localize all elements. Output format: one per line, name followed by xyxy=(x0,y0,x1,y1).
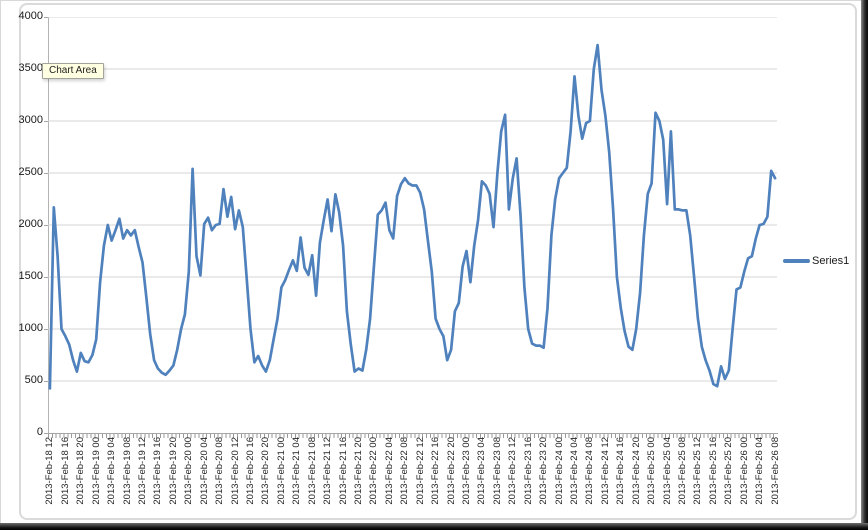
x-axis-label: 2013-Feb-22 08 xyxy=(399,437,411,505)
x-axis-label: 2013-Feb-18 20 xyxy=(75,437,87,505)
x-axis-label: 2013-Feb-24 04 xyxy=(569,437,580,505)
x-axis-label: 2013-Feb-23 04 xyxy=(476,437,488,505)
x-axis-label: 2013-Feb-20 04 xyxy=(198,437,210,505)
y-axis-tick xyxy=(44,173,48,174)
x-axis-label: 2013-Feb-20 12 xyxy=(229,437,241,505)
x-axis-label: 2013-Feb-24 08 xyxy=(584,437,596,505)
y-axis-tick xyxy=(44,329,48,330)
x-axis-label: 2013-Feb-19 08 xyxy=(121,437,133,505)
x-axis-label: 2013-Feb-19 16 xyxy=(152,437,164,505)
x-axis-label: 2013-Feb-21 08 xyxy=(306,437,318,505)
frame-edge-left xyxy=(0,0,1,530)
x-axis-label: 2013-Feb-19 04 xyxy=(106,437,118,505)
y-axis-tick xyxy=(44,121,48,122)
x-axis-label: 2013-Feb-23 00 xyxy=(461,437,472,505)
series-chart-svg xyxy=(48,17,777,390)
y-axis-tick xyxy=(44,277,48,278)
y-axis-label: 2000 xyxy=(18,218,43,230)
y-axis-label: 500 xyxy=(24,374,43,386)
x-axis-label: 2013-Feb-25 12 xyxy=(692,437,704,505)
y-axis-label: 1000 xyxy=(18,322,43,334)
y-axis-label: 3000 xyxy=(18,114,43,126)
x-axis-label: 2013-Feb-23 08 xyxy=(491,437,503,505)
x-axis-label: 2013-Feb-21 20 xyxy=(353,437,364,505)
x-axis-label: 2013-Feb-23 16 xyxy=(522,437,534,505)
y-axis-label: 2500 xyxy=(18,166,43,178)
chart-area-tooltip-text: Chart Area xyxy=(49,65,97,76)
x-axis-label: 2013-Feb-19 00 xyxy=(90,437,102,505)
x-axis-label: 2013-Feb-19 12 xyxy=(137,437,148,505)
x-axis-label: 2013-Feb-22 16 xyxy=(430,437,442,505)
x-axis-label: 2013-Feb-24 16 xyxy=(615,437,627,505)
y-axis-tick xyxy=(44,381,48,382)
x-axis-label: 2013-Feb-18 12 xyxy=(44,437,56,505)
x-axis-line xyxy=(46,433,778,434)
x-axis-label: 2013-Feb-23 20 xyxy=(538,437,550,505)
series-line[interactable] xyxy=(48,43,777,390)
x-axis-label: 2013-Feb-20 20 xyxy=(260,437,272,505)
x-axis-label: 2013-Feb-26 00 xyxy=(738,437,750,505)
y-axis-label: 1500 xyxy=(18,270,43,282)
x-axis-label: 2013-Feb-22 00 xyxy=(368,437,380,505)
x-axis-label: 2013-Feb-24 00 xyxy=(553,437,565,505)
x-axis-label: 2013-Feb-26 08 xyxy=(769,437,781,505)
y-axis-label: 3500 xyxy=(18,62,43,74)
x-axis-label: 2013-Feb-19 20 xyxy=(167,437,179,505)
x-axis-label: 2013-Feb-25 16 xyxy=(707,437,719,505)
x-axis-label: 2013-Feb-21 16 xyxy=(337,437,349,505)
y-axis-tick xyxy=(44,225,48,226)
x-axis-label: 2013-Feb-18 16 xyxy=(59,437,71,505)
x-axis-label: 2013-Feb-24 20 xyxy=(630,437,642,505)
x-axis-label: 2013-Feb-25 20 xyxy=(723,437,735,505)
x-axis-label: 2013-Feb-23 12 xyxy=(507,437,519,505)
x-axis-label: 2013-Feb-22 12 xyxy=(414,437,426,505)
x-axis-label: 2013-Feb-24 12 xyxy=(599,437,611,505)
x-axis-label: 2013-Feb-22 20 xyxy=(445,437,457,505)
x-axis-label: 2013-Feb-22 04 xyxy=(383,437,395,505)
legend-line-sample xyxy=(783,259,810,263)
x-axis-label: 2013-Feb-21 12 xyxy=(322,437,334,505)
x-axis-label: 2013-Feb-25 04 xyxy=(661,437,673,505)
frame-shadow-bottom xyxy=(0,523,868,530)
x-axis-label: 2013-Feb-20 08 xyxy=(214,437,226,505)
x-axis-label: 2013-Feb-26 04 xyxy=(754,437,766,505)
legend[interactable]: Series1 xyxy=(783,255,849,267)
x-axis-label: 2013-Feb-25 08 xyxy=(677,437,688,505)
x-axis-tick-marks xyxy=(48,434,777,438)
x-axis-label: 2013-Feb-20 00 xyxy=(183,437,195,505)
y-axis-tick xyxy=(44,17,48,18)
y-axis-label: 4000 xyxy=(18,10,43,22)
x-axis-label: 2013-Feb-21 00 xyxy=(275,437,287,505)
x-axis-label: 2013-Feb-25 00 xyxy=(646,437,658,505)
y-axis-label: 0 xyxy=(36,426,43,438)
legend-series-label: Series1 xyxy=(812,255,850,267)
frame-edge-top xyxy=(0,0,868,1)
x-axis-label: 2013-Feb-20 16 xyxy=(245,437,256,505)
frame-shadow-right xyxy=(861,0,868,530)
plot-area[interactable] xyxy=(48,17,777,433)
chart-area-tooltip: Chart Area xyxy=(42,63,104,79)
x-axis-label: 2013-Feb-21 04 xyxy=(291,437,303,505)
